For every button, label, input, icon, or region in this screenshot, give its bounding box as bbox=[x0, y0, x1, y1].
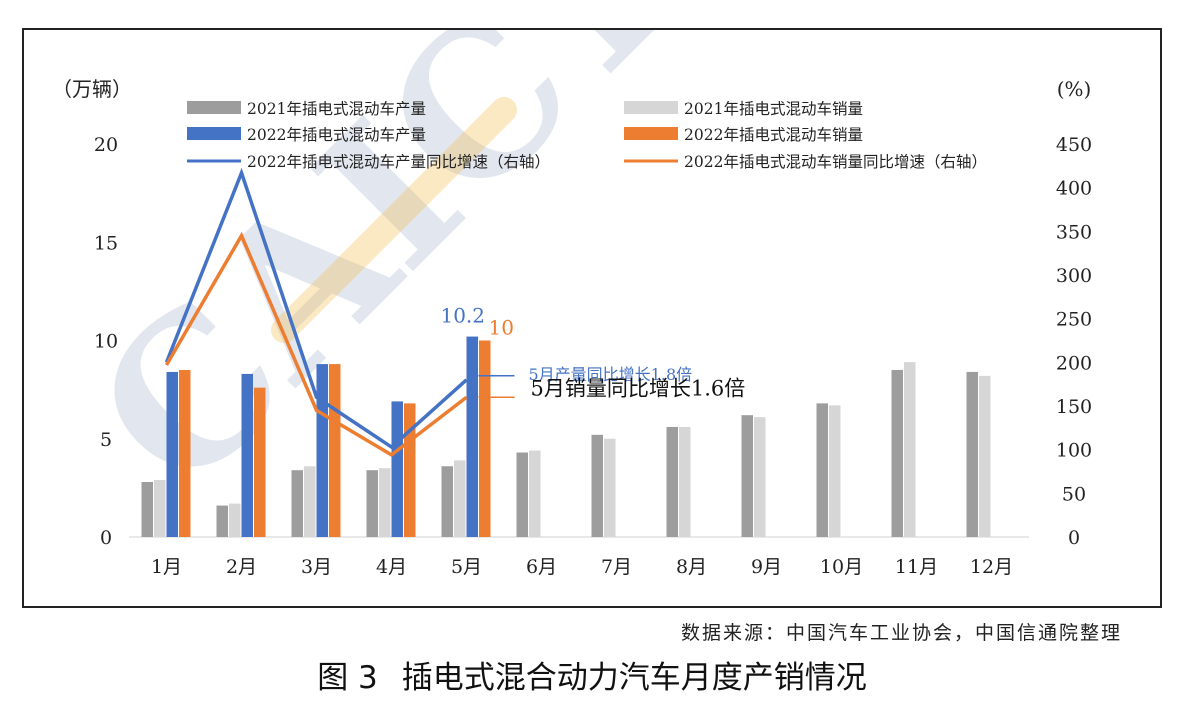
bar-sales2021 bbox=[454, 460, 466, 537]
bar-sales2022 bbox=[329, 364, 341, 537]
bar-prod2021 bbox=[891, 369, 903, 537]
bar-sales2021 bbox=[604, 438, 616, 537]
bar-prod2022 bbox=[466, 336, 478, 537]
bar-sales2021 bbox=[754, 417, 766, 537]
data-source-note: 数据来源：中国汽车工业协会，中国信通院整理 bbox=[680, 622, 1122, 644]
left-tick-label: 20 bbox=[94, 134, 118, 156]
right-tick-label: 0 bbox=[1068, 527, 1080, 549]
right-tick-label: 400 bbox=[1056, 178, 1092, 200]
x-tick-label: 12月 bbox=[970, 556, 1013, 578]
x-tick-label: 10月 bbox=[820, 556, 863, 578]
legend-label: 2021年插电式混动车销量 bbox=[684, 100, 863, 118]
bar-prod2021 bbox=[366, 470, 378, 537]
bar-sales2021 bbox=[304, 466, 316, 537]
bar-prod2021 bbox=[816, 403, 828, 537]
bar-sales2021 bbox=[829, 405, 841, 537]
x-tick-label: 1月 bbox=[151, 556, 182, 578]
left-tick-label: 10 bbox=[94, 331, 118, 353]
right-tick-label: 350 bbox=[1056, 221, 1092, 243]
left-tick-label: 15 bbox=[94, 232, 118, 254]
legend-label: 2022年插电式混动车销量同比增速（右轴） bbox=[684, 153, 987, 171]
right-tick-label: 200 bbox=[1056, 352, 1092, 374]
figure-title: 插电式混合动力汽车月度产销情况 bbox=[401, 660, 867, 696]
right-axis-unit: (%) bbox=[1057, 77, 1092, 101]
legend-swatch bbox=[187, 127, 241, 140]
chart-frame: CAICT （万辆） (%) 0 5 10 15 20 0 50 100 150 200 250 300 3… bbox=[22, 28, 1162, 608]
bar-prod2021 bbox=[216, 505, 228, 537]
bar-sales2021 bbox=[154, 480, 166, 537]
bar-sales2021 bbox=[529, 450, 541, 537]
bar-prod2021 bbox=[966, 371, 978, 537]
bar-sales2022 bbox=[179, 369, 191, 537]
x-tick-label: 9月 bbox=[751, 556, 782, 578]
bar-prod2021 bbox=[666, 426, 678, 537]
x-tick-label: 7月 bbox=[601, 556, 632, 578]
bar-sales2022 bbox=[404, 403, 416, 537]
right-tick-label: 450 bbox=[1056, 134, 1092, 156]
annotation-text: 5月产量同比增长1.8倍 bbox=[529, 365, 693, 384]
x-tick-label: 11月 bbox=[895, 556, 938, 578]
legend-label: 2022年插电式混动车产量 bbox=[247, 126, 426, 144]
figure-number: 图 3 bbox=[317, 660, 378, 696]
x-tick-label: 6月 bbox=[526, 556, 557, 578]
legend-label: 2022年插电式混动车销量 bbox=[684, 126, 863, 144]
left-tick-label: 5 bbox=[100, 429, 112, 451]
bar-prod2022 bbox=[166, 371, 178, 537]
line-prodGrowth bbox=[164, 167, 468, 450]
left-tick-label: 0 bbox=[100, 527, 112, 549]
data-label: 10.2 bbox=[440, 304, 485, 328]
annotation-text: 5月销量同比增长1.6倍 bbox=[531, 376, 746, 400]
bar-sales2021 bbox=[904, 362, 916, 537]
legend-swatch bbox=[187, 101, 241, 114]
legend-swatch bbox=[624, 127, 678, 140]
bar-sales2021 bbox=[229, 503, 241, 537]
x-tick-label: 4月 bbox=[376, 556, 407, 578]
bar-prod2022 bbox=[391, 401, 403, 537]
bar-sales2021 bbox=[679, 426, 691, 537]
bar-prod2022 bbox=[316, 364, 328, 537]
right-tick-label: 300 bbox=[1056, 265, 1092, 287]
line-salesGrowth bbox=[164, 231, 468, 458]
bar-prod2021 bbox=[741, 415, 753, 537]
bar-prod2021 bbox=[591, 434, 603, 537]
data-label: 10 bbox=[489, 316, 514, 340]
bar-sales2021 bbox=[979, 375, 991, 537]
x-tick-label: 5月 bbox=[451, 556, 482, 578]
bar-prod2021 bbox=[291, 470, 303, 537]
legend-label: 2021年插电式混动车产量 bbox=[247, 100, 426, 118]
x-tick-label: 3月 bbox=[301, 556, 332, 578]
right-tick-label: 250 bbox=[1056, 309, 1092, 331]
bar-prod2021 bbox=[516, 452, 528, 537]
bar-sales2022 bbox=[479, 340, 491, 537]
bar-prod2021 bbox=[441, 466, 453, 537]
legend-label: 2022年插电式混动车产量同比增速（右轴） bbox=[247, 153, 550, 171]
right-tick-label: 100 bbox=[1056, 440, 1092, 462]
bar-sales2022 bbox=[254, 387, 266, 537]
right-tick-label: 150 bbox=[1056, 396, 1092, 418]
bar-prod2021 bbox=[141, 481, 153, 537]
figure-caption: 图 3 插电式混合动力汽车月度产销情况 bbox=[0, 652, 1184, 697]
bar-prod2022 bbox=[241, 373, 253, 537]
legend-swatch bbox=[624, 101, 678, 114]
right-tick-label: 50 bbox=[1062, 483, 1086, 505]
x-tick-label: 2月 bbox=[226, 556, 257, 578]
x-tick-label: 8月 bbox=[676, 556, 707, 578]
bar-sales2021 bbox=[379, 468, 391, 537]
left-axis-unit: （万辆） bbox=[52, 77, 132, 101]
chart-plot: （万辆） (%)051015200501001502002503003504004… bbox=[52, 77, 1092, 578]
